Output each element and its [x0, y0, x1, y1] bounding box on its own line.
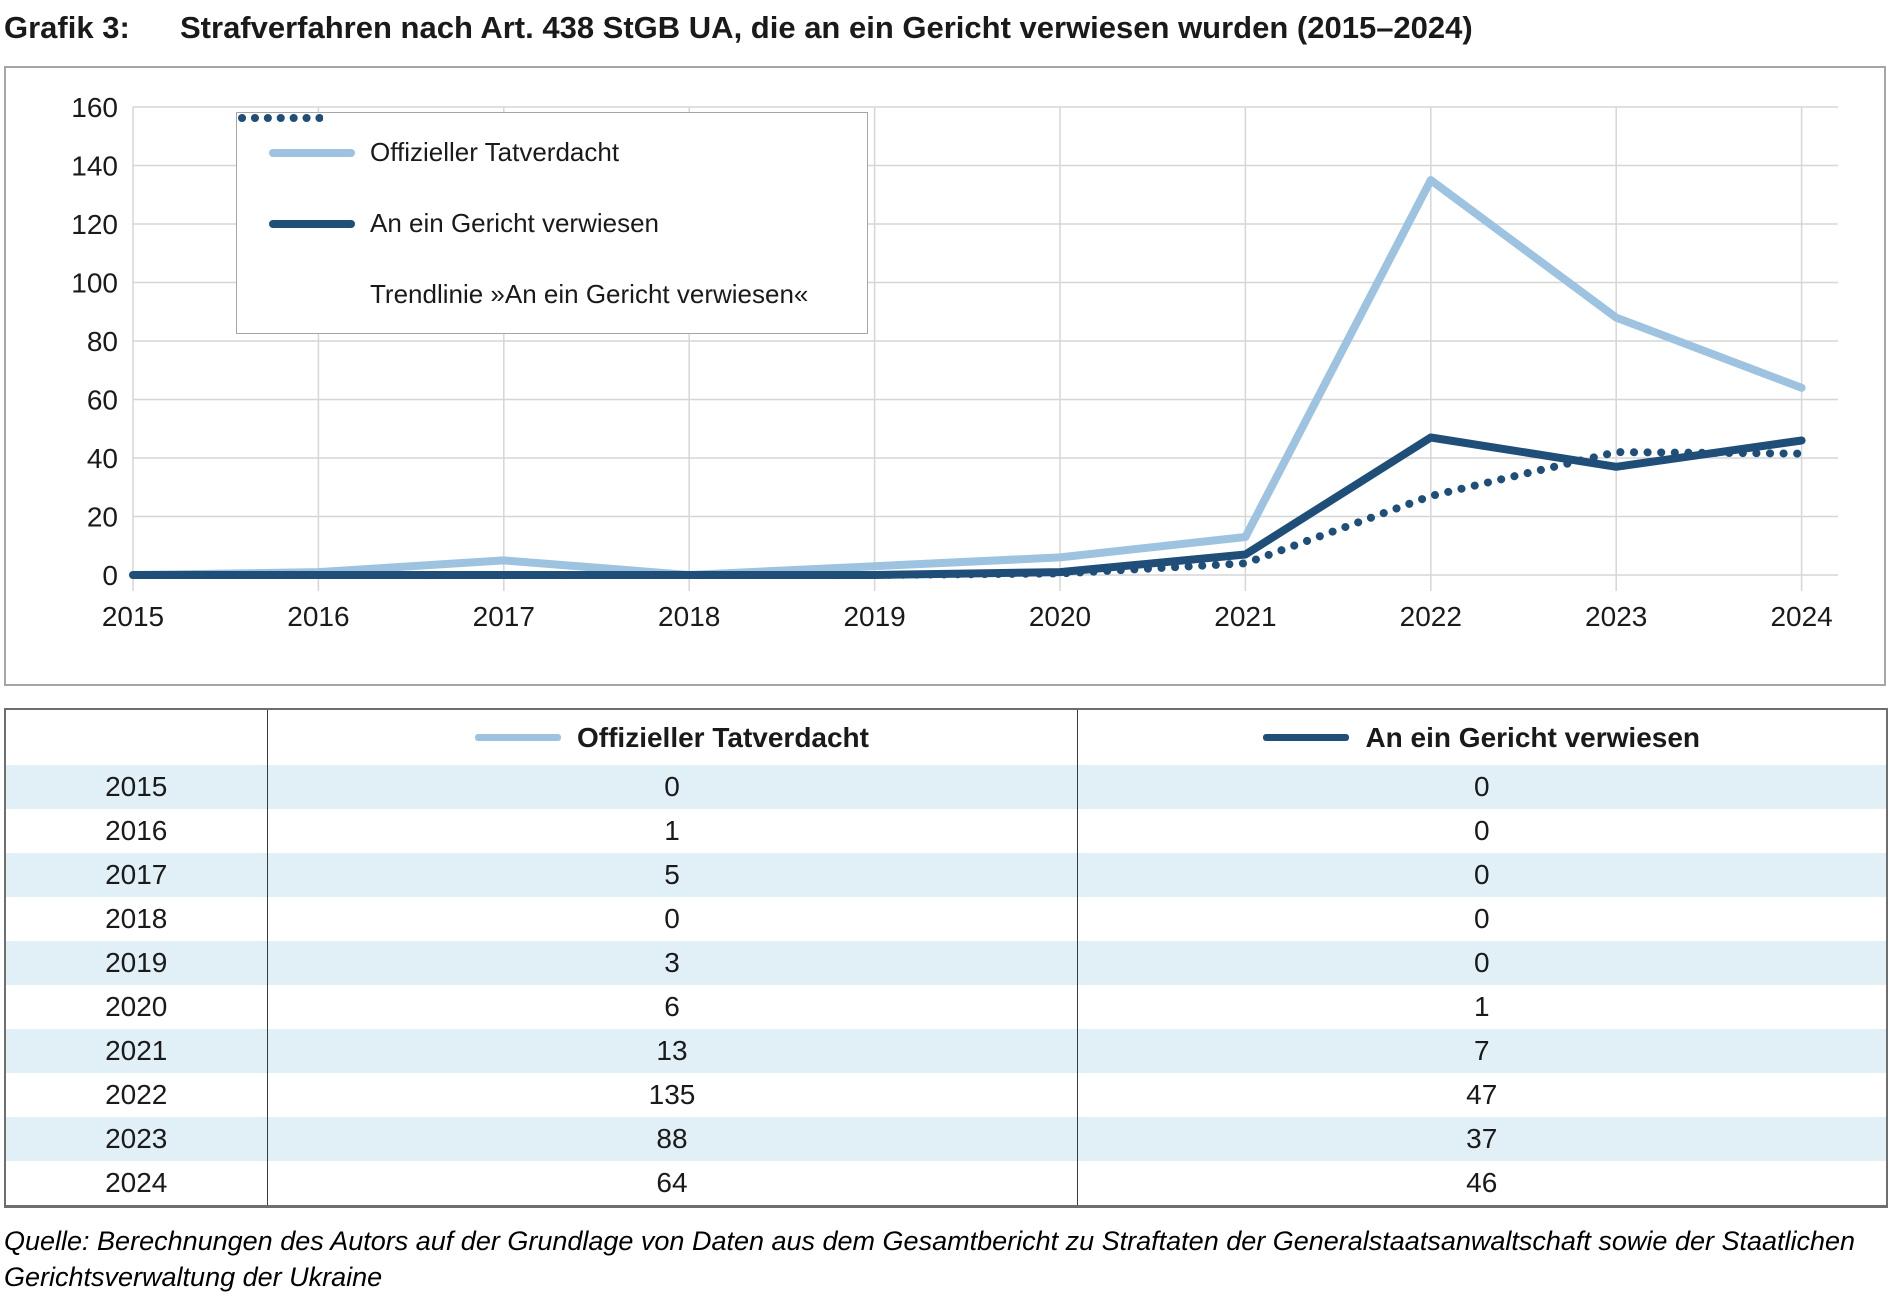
- year-column-header: [5, 709, 267, 765]
- column-header-offizieller-tatverdacht: Offizieller Tatverdacht: [266, 709, 1077, 765]
- table-row: 2020 6 1: [5, 985, 1887, 1029]
- value-cell: 5: [266, 853, 1077, 897]
- value-cell: 37: [1076, 1117, 1887, 1161]
- table-row: 2015 0 0: [5, 765, 1887, 809]
- chart-frame: 0 20 40 60 80 100 120 140 160 2015 2016 2017 2018 201…: [4, 66, 1886, 686]
- value-cell: 88: [266, 1117, 1077, 1161]
- year-cell: 2024: [105, 1167, 168, 1198]
- value-cell: 0: [266, 897, 1077, 941]
- legend-label: An ein Gericht verwiesen: [370, 208, 660, 238]
- page-title: Strafverfahren nach Art. 438 StGB UA, di…: [180, 10, 1473, 45]
- legend-item-offizieller-tatverdacht: Offizieller Tatverdacht: [237, 117, 867, 188]
- table-row: 2017 5 0: [5, 853, 1887, 897]
- column-header-label: Offizieller Tatverdacht: [576, 721, 869, 753]
- value-cell: 1: [266, 809, 1077, 853]
- table-row: 2018 0 0: [5, 897, 1887, 941]
- value-cell: 135: [266, 1073, 1077, 1117]
- year-cell: 2016: [105, 815, 168, 846]
- data-table: Offizieller Tatverdacht An ein Gericht v…: [4, 708, 1888, 1208]
- page-title-row: Grafik 3: Strafverfahren nach Art. 438 St…: [4, 10, 1886, 66]
- legend-item-an-ein-gericht-verwiesen: An ein Gericht verwiesen: [237, 188, 867, 259]
- value-cell: 47: [1076, 1073, 1887, 1117]
- year-cell: 2018: [105, 903, 168, 934]
- year-cell: 2017: [5, 853, 267, 897]
- dotted-line-swatch-icon: [238, 114, 355, 300]
- value-cell: 0: [1076, 897, 1887, 941]
- value-cell: 13: [266, 1029, 1077, 1073]
- value-cell: 0: [1076, 853, 1887, 897]
- svg-text:2024: 2024: [1770, 601, 1832, 632]
- svg-text:2020: 2020: [1029, 601, 1091, 632]
- value-cell: 1: [1076, 985, 1887, 1029]
- svg-text:2018: 2018: [658, 601, 720, 632]
- svg-text:60: 60: [87, 385, 118, 416]
- svg-text:2017: 2017: [473, 601, 535, 632]
- chart-legend: Offizieller Tatverdacht An ein Gericht v…: [236, 112, 868, 334]
- year-cell: 2015: [5, 765, 267, 809]
- svg-text:100: 100: [71, 268, 118, 299]
- svg-text:140: 140: [71, 151, 118, 182]
- svg-text:120: 120: [71, 209, 118, 240]
- svg-text:20: 20: [87, 502, 118, 533]
- legend-item-trendlinie: Trendlinie »An ein Gericht verwiesen«: [237, 114, 867, 330]
- year-cell: 2021: [5, 1029, 267, 1073]
- year-cell: 2023: [5, 1117, 267, 1161]
- value-cell: 6: [266, 985, 1077, 1029]
- svg-text:0: 0: [102, 560, 118, 591]
- legend-label: Trendlinie »An ein Gericht verwiesen«: [370, 279, 809, 309]
- page: Grafik 3: Strafverfahren nach Art. 438 St…: [0, 10, 1890, 1295]
- light-blue-line-swatch-icon: [474, 734, 561, 741]
- legend-label: Offizieller Tatverdacht: [370, 137, 620, 167]
- svg-text:160: 160: [71, 92, 118, 123]
- value-cell: 3: [266, 941, 1077, 985]
- svg-text:2023: 2023: [1585, 601, 1647, 632]
- value-cell: 64: [266, 1161, 1077, 1207]
- value-cell: 46: [1076, 1161, 1887, 1207]
- source-note: Quelle: Berechnungen des Autors auf der …: [4, 1226, 1856, 1292]
- svg-text:2015: 2015: [102, 601, 164, 632]
- dark-blue-line-swatch-icon: [1263, 734, 1350, 741]
- svg-text:2022: 2022: [1400, 601, 1462, 632]
- table-row: 2016 1 0: [5, 809, 1887, 853]
- table-row: 2024 64 46: [5, 1161, 1887, 1207]
- value-cell: 0: [1076, 941, 1887, 985]
- table-row: 2022 135 47: [5, 1073, 1887, 1117]
- figure-number-label: Grafik 3:: [4, 10, 130, 45]
- year-cell: 2020: [105, 991, 168, 1022]
- table-row: 2019 3 0: [5, 941, 1887, 985]
- svg-text:2019: 2019: [843, 601, 905, 632]
- svg-text:40: 40: [87, 443, 118, 474]
- table-header-row: Offizieller Tatverdacht An ein Gericht v…: [5, 709, 1887, 765]
- svg-text:80: 80: [87, 326, 118, 357]
- value-cell: 0: [1076, 809, 1887, 853]
- svg-text:2016: 2016: [287, 601, 349, 632]
- svg-text:2021: 2021: [1214, 601, 1276, 632]
- value-cell: 0: [266, 765, 1077, 809]
- column-header-label: An ein Gericht verwiesen: [1365, 721, 1701, 753]
- value-cell: 7: [1076, 1029, 1887, 1073]
- table-row: 2021 13 7: [5, 1029, 1887, 1073]
- value-cell: 0: [1076, 765, 1887, 809]
- year-cell: 2019: [5, 941, 267, 985]
- light-blue-line-swatch-icon: [269, 148, 355, 157]
- table-row: 2023 88 37: [5, 1117, 1887, 1161]
- dark-blue-line-swatch-icon: [269, 219, 355, 228]
- table-body: 2015 0 0 2016 1 0 2017 5 0 2018 0 0 2019 3 0 2020 6 1 2021…: [5, 765, 1887, 1207]
- column-header-an-ein-gericht-verwiesen: An ein Gericht verwiesen: [1076, 709, 1887, 765]
- year-cell: 2022: [105, 1079, 168, 1110]
